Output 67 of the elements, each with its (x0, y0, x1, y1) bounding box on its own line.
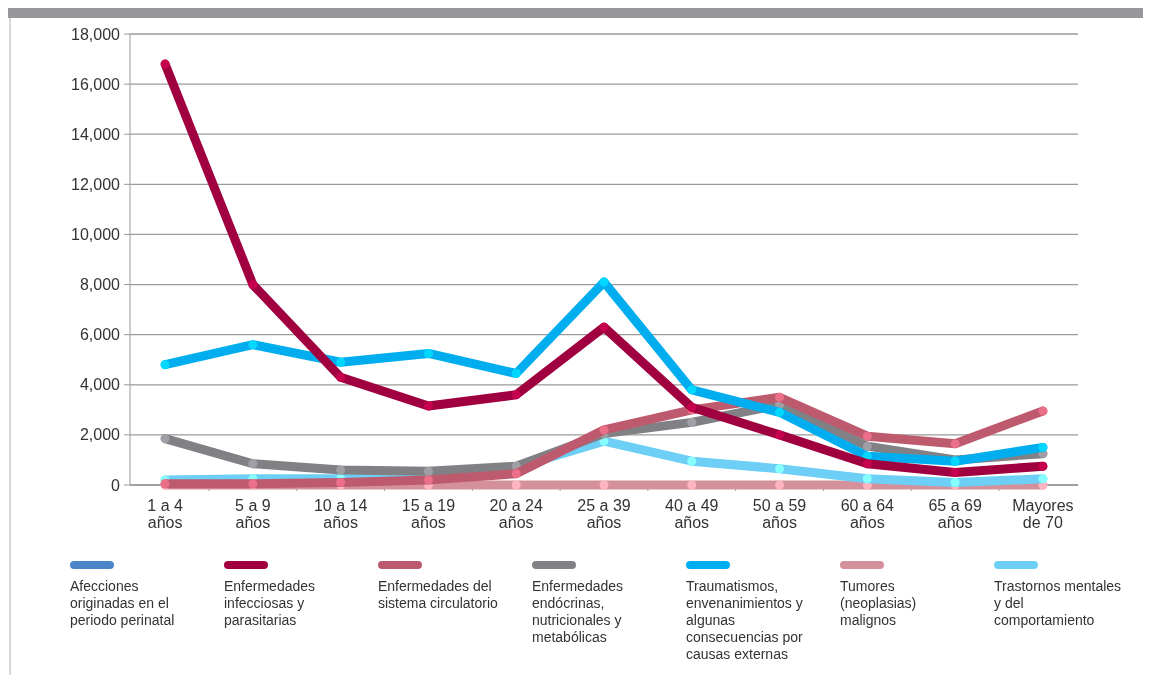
legend-label: Traumatismos, envenanimientos y algunas consecuencias por causas externas (686, 578, 804, 662)
point (862, 441, 872, 451)
point (423, 475, 433, 485)
point (687, 480, 697, 490)
point (599, 277, 609, 287)
y-tick-label: 6,000 (79, 326, 121, 344)
point (511, 369, 521, 378)
legend-label: Enfermedades del sistema circulatorio (378, 578, 499, 611)
x-tick-label: 10 a 14 años (313, 497, 368, 531)
point (511, 480, 521, 490)
x-tick-label: 60 a 64 años (840, 497, 895, 531)
point (160, 59, 170, 69)
point (599, 480, 609, 490)
point (160, 434, 170, 444)
y-tick-label: 8,000 (79, 276, 121, 294)
point (336, 357, 346, 367)
point (248, 340, 258, 350)
legend-label: Trastornos mentales y del comportamiento (994, 578, 1122, 628)
point (1038, 442, 1048, 452)
y-tick-label: 2,000 (79, 426, 121, 444)
point (950, 467, 960, 477)
point (687, 417, 697, 427)
point (160, 360, 170, 370)
point (862, 431, 872, 441)
point (423, 401, 433, 411)
point (336, 372, 346, 382)
x-tick-label: 20 a 24 años (489, 497, 544, 531)
point (248, 280, 258, 290)
x-tick-label: Mayores de 70 (1012, 497, 1074, 531)
x-tick-label: 65 a 69 años (928, 497, 982, 531)
legend-label: Enfermedades infecciosas y parasitarias (224, 578, 316, 628)
point (599, 322, 609, 332)
x-tick-label: 50 a 59 años (752, 497, 807, 531)
legend-label: Tumores (neoplasias) malignos (840, 578, 917, 628)
point (862, 459, 872, 469)
point (1038, 474, 1048, 484)
point (775, 407, 785, 417)
y-tick-label: 14,000 (71, 125, 121, 143)
point (511, 390, 521, 400)
point (511, 469, 521, 479)
point (950, 439, 960, 449)
point (775, 430, 785, 440)
x-tick-label: 15 a 19 años (401, 497, 456, 531)
point (248, 459, 258, 469)
y-tick-label: 0 (111, 476, 121, 494)
y-tick-label: 18,000 (71, 25, 121, 43)
point (775, 480, 785, 490)
point (423, 348, 433, 358)
legend-label: Afecciones originadas en el periodo perinatal (70, 578, 175, 628)
y-tick-label: 12,000 (71, 175, 121, 193)
legend-label: Enfermedades endócrinas, nutricionales y metabólicas (532, 578, 624, 645)
point (1038, 461, 1048, 471)
y-tick-label: 16,000 (71, 75, 121, 93)
x-tick-label: 5 a 9 años (235, 497, 271, 531)
point (1038, 406, 1048, 416)
x-tick-label: 40 a 49 años (665, 497, 719, 531)
point (687, 385, 697, 395)
point (687, 456, 697, 466)
point (599, 425, 609, 435)
x-tick-label: 25 a 39 años (577, 497, 631, 531)
point (862, 474, 872, 484)
y-tick-label: 4,000 (79, 376, 121, 394)
point (775, 464, 785, 474)
y-tick-label: 10,000 (71, 226, 121, 244)
point (336, 465, 346, 475)
point (775, 392, 785, 402)
x-tick-label: 1 a 4 años (147, 497, 183, 531)
